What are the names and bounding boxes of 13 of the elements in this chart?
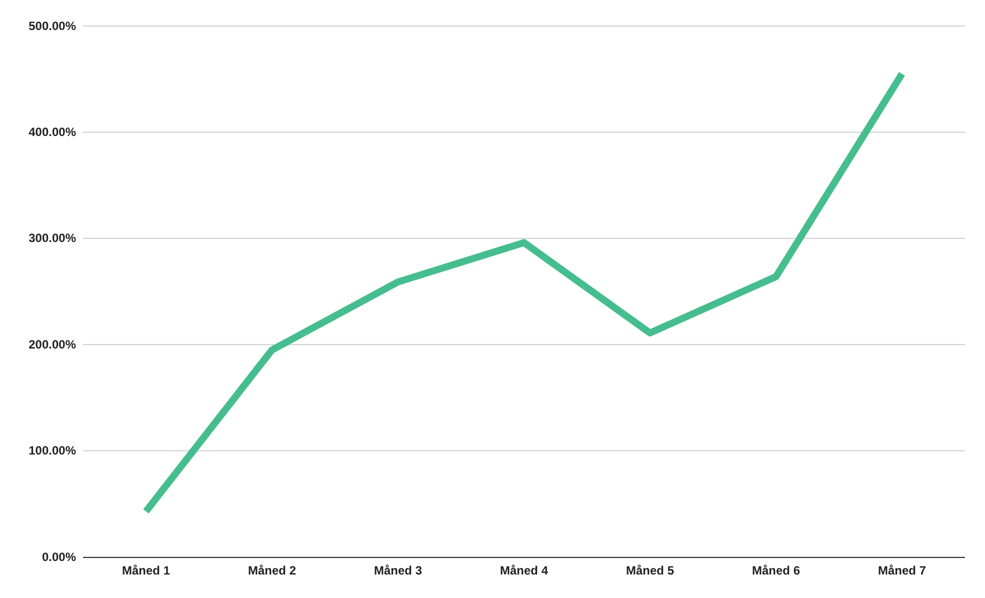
x-tick-label: Måned 5 — [626, 564, 674, 578]
x-tick-label: Måned 4 — [500, 564, 548, 578]
y-tick-label: 300.00% — [28, 231, 76, 246]
y-tick-label: 200.00% — [28, 337, 76, 352]
x-tick-label: Måned 1 — [122, 564, 170, 578]
x-tick-label: Måned 2 — [248, 564, 296, 578]
x-tick-label: Måned 6 — [752, 564, 800, 578]
y-tick-label: 500.00% — [28, 18, 76, 33]
x-tick-label: Måned 3 — [374, 564, 422, 578]
y-tick-label: 100.00% — [28, 444, 76, 458]
x-tick-label: Måned 7 — [878, 564, 926, 578]
y-tick-label: 0.00% — [42, 550, 76, 564]
y-tick-label: 400.00% — [28, 125, 76, 140]
